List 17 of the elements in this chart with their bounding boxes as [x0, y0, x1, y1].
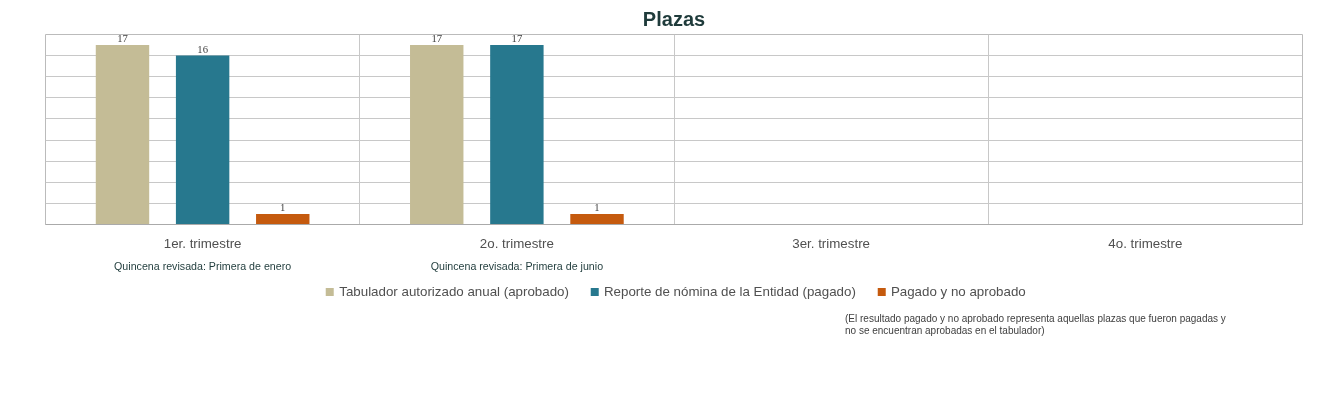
- x-tick-label: 3er. trimestre: [792, 235, 871, 251]
- legend-label: Tabulador autorizado anual (aprobado): [339, 283, 569, 299]
- text: Quincena revisada: Primera de junio: [430, 259, 604, 272]
- legend-label: Reporte de nómina de la Entidad (pagado): [603, 283, 856, 299]
- text: (El resultado pagado y no aprobado representa aquellas plazas que fueron pagadas y no se encuentran aprobadas en el tabulador): [845, 313, 1227, 337]
- data-label: 17: [431, 33, 443, 45]
- data-label: 17: [511, 33, 523, 45]
- x-tick-label: 2o. trimestre: [479, 235, 554, 251]
- data-label: 1: [280, 201, 286, 213]
- data-label: 17: [117, 33, 129, 45]
- legend-label: Pagado y no aprobado: [890, 283, 1026, 299]
- data-label: 16: [197, 43, 209, 55]
- data-label: 1: [594, 201, 600, 213]
- x-tick-label: 4o. trimestre: [1108, 235, 1183, 251]
- x-tick-label: 1er. trimestre: [163, 235, 242, 251]
- chart-title: Plazas: [642, 7, 706, 30]
- text: Quincena revisada: Primera de enero: [114, 259, 292, 272]
